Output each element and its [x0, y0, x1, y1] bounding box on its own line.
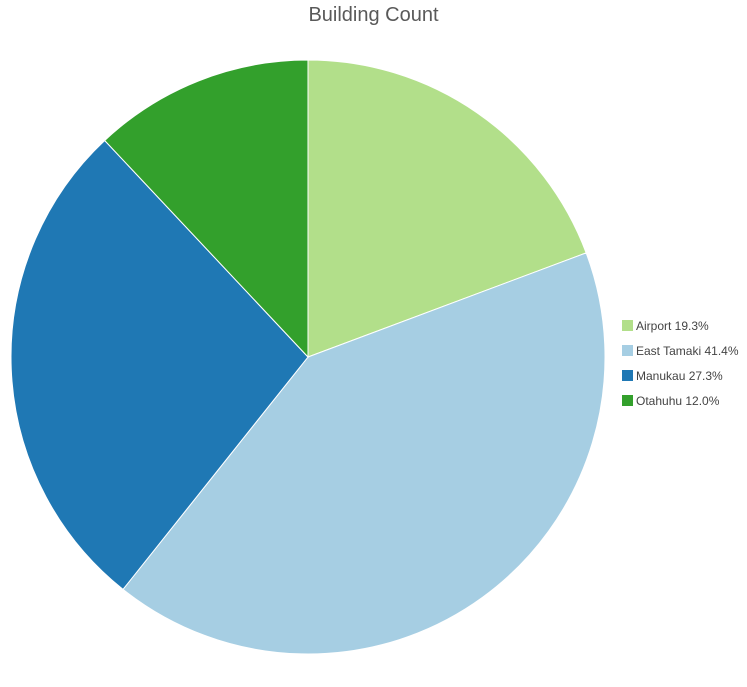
legend-item-airport[interactable]: Airport 19.3%	[622, 313, 739, 338]
legend-item-east-tamaki[interactable]: East Tamaki 41.4%	[622, 338, 739, 363]
pie-slice-manukau[interactable]	[10, 139, 309, 591]
chart-title: Building Count	[308, 4, 439, 26]
legend-item-manukau[interactable]: Manukau 27.3%	[622, 363, 739, 388]
legend-label: Airport 19.3%	[636, 318, 709, 333]
pie-slice-airport[interactable]	[307, 59, 587, 358]
legend-label: East Tamaki 41.4%	[636, 343, 739, 358]
pie-slice-east-tamaki[interactable]	[122, 252, 606, 655]
pie-slice-otahuhu[interactable]	[103, 59, 309, 359]
legend-item-otahuhu[interactable]: Otahuhu 12.0%	[622, 388, 739, 413]
legend-swatch	[622, 395, 633, 406]
legend: Airport 19.3% East Tamaki 41.4% Manukau 27…	[622, 313, 739, 413]
legend-swatch	[622, 370, 633, 381]
legend-swatch	[622, 320, 633, 331]
legend-label: Manukau 27.3%	[636, 368, 723, 383]
legend-label: Otahuhu 12.0%	[636, 393, 720, 408]
legend-swatch	[622, 345, 633, 356]
